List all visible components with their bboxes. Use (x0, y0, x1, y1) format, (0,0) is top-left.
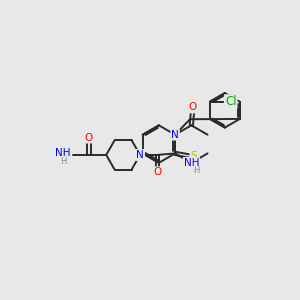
Text: O: O (85, 133, 93, 143)
Text: N: N (136, 150, 144, 160)
Text: NH: NH (184, 158, 199, 168)
Text: N: N (136, 150, 144, 160)
Text: Cl: Cl (225, 95, 236, 108)
Text: H: H (194, 166, 200, 175)
Text: N: N (171, 130, 179, 140)
Text: S: S (190, 152, 197, 161)
Text: O: O (189, 103, 197, 112)
Text: H: H (60, 157, 66, 166)
Text: NH: NH (55, 148, 70, 158)
Text: O: O (153, 167, 161, 177)
